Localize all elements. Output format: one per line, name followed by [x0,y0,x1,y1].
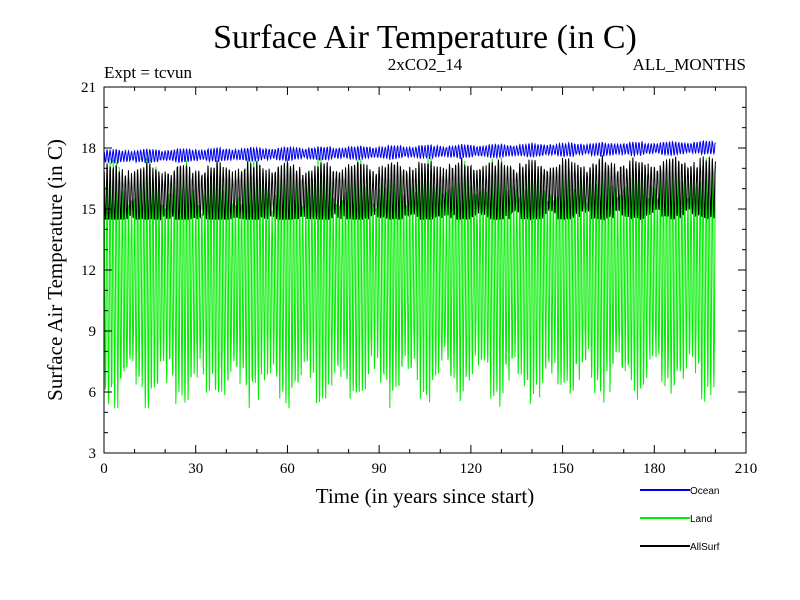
series-line-allsurf [103,155,716,222]
legend-label-ocean: Ocean [690,486,719,497]
y-axis-label: Surface Air Temperature (in C) [43,139,67,401]
plot-area [103,139,716,409]
y-tick-label: 18 [81,141,96,157]
plot-frame [103,86,747,454]
y-tick-label: 21 [81,80,96,96]
scenario-label: 2xCO2_14 [388,55,463,74]
series-line-ocean [103,139,716,165]
x-tick-label: 0 [100,461,108,477]
axis-ticks: 0 30 60 90 120 150 180 210 3 6 9 12 15 18 21 [81,80,757,477]
x-tick-label: 150 [551,461,574,477]
y-tick-label: 12 [81,263,96,279]
x-axis-label: Time (in years since start) [316,484,535,508]
x-tick-label: 90 [372,461,387,477]
x-tick-label: 30 [188,461,203,477]
y-tick-label: 9 [89,324,97,340]
x-tick-label: 120 [460,461,483,477]
x-tick-label: 210 [735,461,758,477]
x-tick-label: 60 [280,461,295,477]
months-label: ALL_MONTHS [633,55,746,74]
chart-title: Surface Air Temperature (in C) [213,19,637,56]
legend: Ocean Land AllSurf [640,486,720,553]
experiment-label: Expt = tcvun [104,63,192,82]
legend-label-land: Land [690,514,712,525]
legend-label-allsurf: AllSurf [690,542,720,553]
y-tick-label: 3 [89,446,97,462]
x-tick-label: 180 [643,461,666,477]
y-tick-label: 15 [81,202,96,218]
series-line-land [103,158,716,409]
y-tick-label: 6 [89,385,97,401]
